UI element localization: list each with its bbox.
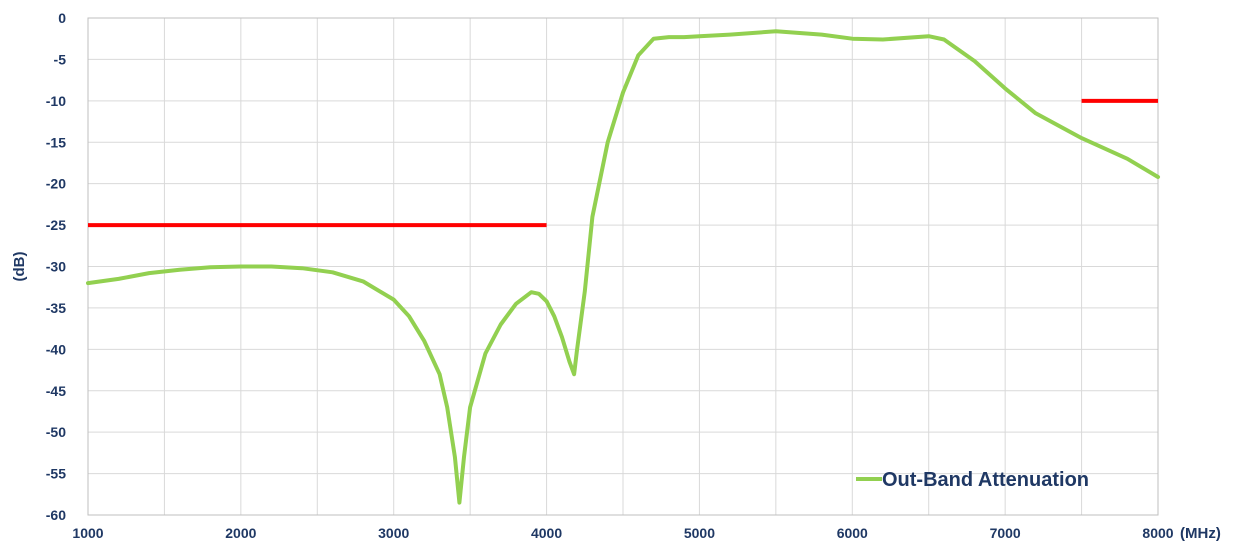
x-axis-title: (MHz)	[1180, 525, 1221, 542]
y-axis-title: (dB)	[11, 252, 28, 282]
y-tick-label: -20	[46, 176, 66, 192]
x-tick-label: 4000	[531, 525, 562, 541]
legend-label-out-band-attenuation: Out-Band Attenuation	[882, 469, 1089, 491]
x-tick-label: 8000	[1142, 525, 1173, 541]
series-line-out-band-attenuation	[86, 29, 1160, 505]
y-tick-label: -30	[46, 259, 66, 275]
x-tick-label: 5000	[684, 525, 715, 541]
y-tick-label: -50	[46, 424, 66, 440]
x-tick-label: 2000	[225, 525, 256, 541]
y-tick-label: 0	[58, 10, 66, 26]
y-tick-label: -10	[46, 93, 66, 109]
legend: Out-Band Attenuation	[856, 469, 1089, 491]
grid	[87, 17, 1159, 516]
y-tick-label: -25	[46, 217, 66, 233]
y-tick-labels: 0 -5 -10 -15 -20 -25 -30 -35 -40 -45 -50 -55 -60	[46, 10, 66, 523]
y-tick-label: -15	[46, 134, 66, 150]
series-lines	[86, 29, 1160, 505]
x-tick-label: 3000	[378, 525, 409, 541]
y-tick-label: -35	[46, 300, 66, 316]
x-tick-label: 7000	[990, 525, 1021, 541]
y-tick-label: -45	[46, 383, 66, 399]
x-tick-label: 6000	[837, 525, 868, 541]
x-tick-label: 1000	[72, 525, 103, 541]
y-tick-label: -5	[54, 51, 67, 67]
y-tick-label: -40	[46, 341, 66, 357]
plot-frame	[87, 17, 1159, 516]
y-tick-label: -60	[46, 507, 66, 523]
x-tick-labels: 1000 2000 3000 4000 5000 6000 7000 8000	[72, 525, 1173, 541]
y-tick-label: -55	[46, 466, 66, 482]
limit-lines	[88, 98, 1158, 228]
